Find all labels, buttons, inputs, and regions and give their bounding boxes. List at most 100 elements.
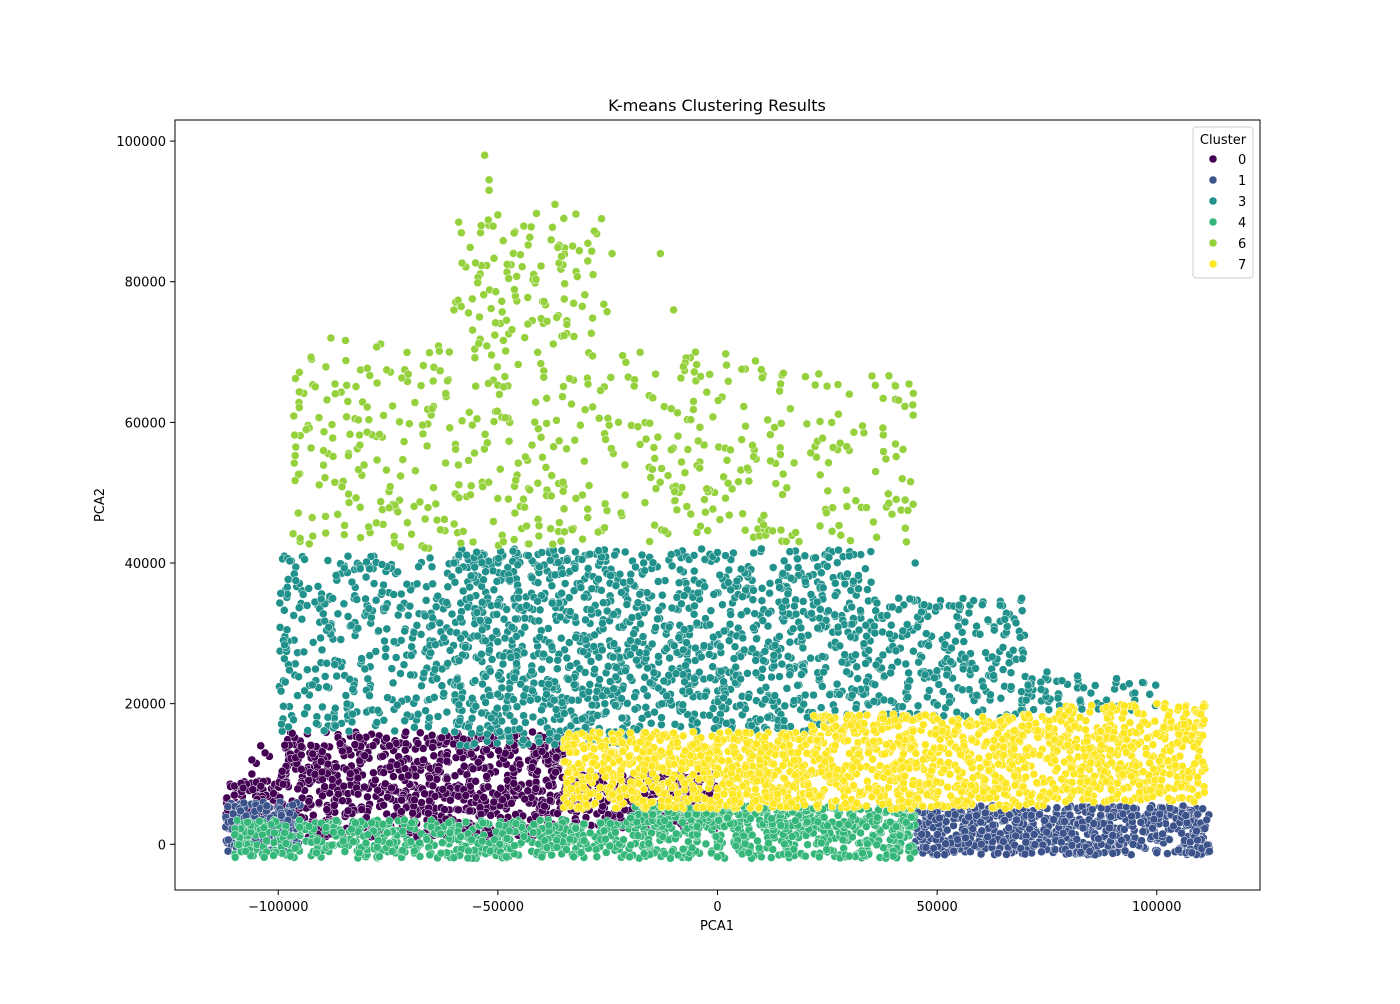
data-point — [976, 849, 986, 859]
data-point — [1177, 829, 1186, 838]
data-point — [260, 748, 270, 758]
data-point — [269, 838, 279, 847]
data-point — [1151, 680, 1160, 690]
data-point — [397, 807, 406, 816]
data-point — [760, 647, 770, 656]
data-point — [450, 578, 460, 587]
data-point — [913, 701, 923, 711]
data-point — [609, 639, 619, 648]
data-point — [765, 588, 774, 598]
data-point — [381, 603, 390, 613]
data-point — [1174, 845, 1183, 855]
data-point — [736, 610, 746, 619]
data-point — [346, 769, 355, 778]
data-point — [830, 591, 840, 600]
data-point — [729, 654, 739, 663]
data-point — [1086, 688, 1096, 698]
data-point — [330, 660, 339, 669]
data-point — [280, 740, 290, 750]
data-point — [846, 632, 855, 642]
data-point — [537, 548, 547, 557]
data-point — [389, 637, 399, 646]
data-point — [483, 729, 492, 739]
data-point — [1120, 825, 1129, 834]
data-point — [528, 727, 537, 737]
data-point — [870, 680, 880, 689]
data-point — [968, 824, 978, 833]
data-point — [932, 602, 941, 612]
data-point — [522, 601, 531, 610]
data-point — [466, 749, 476, 759]
data-point — [576, 583, 586, 592]
data-point — [552, 753, 561, 762]
data-point — [477, 558, 487, 567]
data-point — [642, 588, 652, 597]
data-point — [972, 811, 981, 820]
data-point — [700, 691, 710, 701]
data-point — [481, 567, 490, 576]
data-point — [341, 691, 351, 700]
data-point — [1096, 811, 1105, 820]
data-point — [972, 621, 981, 631]
data-point — [371, 775, 380, 785]
data-point — [995, 600, 1005, 610]
data-point — [651, 623, 660, 632]
data-point — [747, 830, 757, 840]
data-point — [809, 690, 818, 700]
data-point — [363, 792, 372, 802]
data-point — [479, 793, 488, 802]
data-point — [549, 695, 559, 705]
data-point — [534, 616, 544, 626]
data-point — [482, 737, 492, 746]
data-point — [990, 625, 999, 635]
data-point — [509, 779, 519, 788]
data-point — [335, 739, 345, 748]
data-point — [454, 805, 463, 815]
data-point — [489, 585, 499, 595]
data-point — [379, 800, 388, 810]
data-point — [467, 729, 476, 738]
data-point — [379, 716, 389, 725]
data-point — [700, 582, 709, 591]
data-point — [819, 667, 828, 677]
data-point — [960, 653, 970, 663]
data-point — [571, 633, 580, 642]
data-point — [764, 608, 773, 618]
data-point — [493, 689, 503, 699]
data-point — [456, 613, 465, 623]
data-point — [379, 580, 388, 590]
data-point — [433, 765, 443, 775]
data-point — [343, 551, 353, 561]
data-point — [284, 722, 293, 732]
data-point — [297, 750, 306, 760]
data-point — [799, 699, 808, 709]
data-point — [947, 643, 956, 653]
data-point — [454, 700, 464, 710]
data-point — [998, 665, 1008, 674]
data-point — [835, 641, 845, 651]
data-point — [411, 771, 421, 781]
data-point — [356, 564, 365, 573]
data-point — [765, 579, 775, 588]
data-point — [297, 614, 307, 624]
data-point — [446, 796, 455, 805]
data-point — [692, 618, 702, 628]
data-point — [493, 703, 502, 713]
data-point — [425, 713, 434, 723]
data-point — [818, 652, 827, 661]
data-point — [595, 675, 604, 684]
data-point — [1017, 606, 1027, 615]
data-point — [713, 548, 722, 557]
data-point — [596, 818, 605, 828]
data-point — [428, 613, 437, 622]
data-point — [989, 671, 998, 680]
data-point — [823, 562, 832, 571]
data-point — [459, 762, 469, 771]
data-point — [248, 785, 258, 794]
data-point — [957, 628, 967, 637]
data-point — [492, 610, 502, 619]
data-point — [438, 785, 448, 794]
data-point — [509, 695, 518, 704]
data-point — [461, 817, 471, 827]
data-point — [581, 635, 591, 645]
